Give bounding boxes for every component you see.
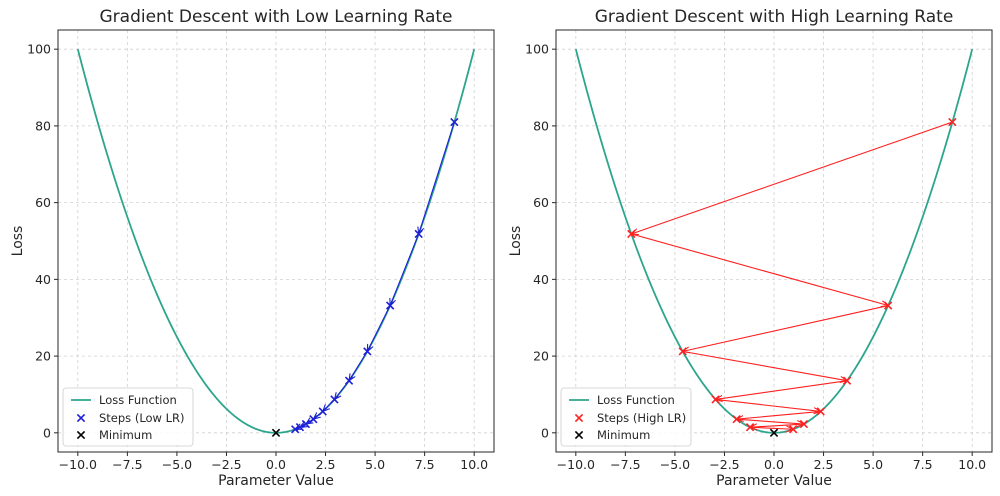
- chart-title: Gradient Descent with High Learning Rate: [595, 7, 954, 27]
- x-tick-label: 5.0: [863, 457, 883, 472]
- y-axis-label: Loss: [508, 226, 524, 257]
- legend-swatch-minimum: [76, 430, 86, 440]
- minimum-point: [271, 428, 281, 437]
- y-tick-label: 40: [35, 272, 51, 287]
- step-point: [842, 376, 852, 385]
- x-tick-label: −10.0: [557, 457, 595, 472]
- x-tick-label: 0.0: [266, 457, 286, 472]
- x-tick-label: −7.5: [112, 457, 142, 472]
- x-axis-label: Parameter Value: [218, 473, 334, 489]
- step-arrow: [737, 410, 821, 419]
- step-arrow: [750, 427, 793, 429]
- step-arrow: [419, 121, 455, 234]
- step-arrow: [367, 305, 391, 352]
- x-tick-label: −7.5: [610, 457, 640, 472]
- step-point: [330, 395, 339, 404]
- minimum-point: [769, 428, 779, 437]
- x-tick-label: 2.5: [316, 457, 336, 472]
- step-point: [344, 376, 354, 385]
- legend-box: [560, 387, 692, 447]
- step-point: [627, 229, 636, 239]
- step-point: [309, 414, 318, 424]
- x-axis-label: Parameter Value: [716, 473, 832, 489]
- legend: Loss Function Steps (High LR) Minimum: [560, 387, 692, 447]
- step-point: [363, 347, 372, 356]
- step-point: [816, 407, 825, 416]
- step-point: [799, 419, 809, 429]
- step-arrow: [736, 418, 804, 424]
- step-point: [301, 419, 311, 429]
- step-arrow: [390, 233, 420, 306]
- y-tick-label: 80: [533, 118, 549, 133]
- y-tick-label: 80: [35, 118, 51, 133]
- step-point: [745, 423, 755, 432]
- x-tick-label: −2.5: [709, 457, 739, 472]
- step-point: [385, 301, 395, 310]
- step-arrow: [683, 304, 889, 352]
- low-lr-chart-panel: −10.0 −7.5 −5.0 −2.5 0.0 2.5 5.0 7.5 10.0 0 20 40 60…: [10, 7, 495, 489]
- legend-label-minimum: Minimum: [99, 428, 152, 442]
- x-tick-label: −5.0: [162, 457, 192, 472]
- y-tick-label: 60: [533, 195, 549, 210]
- y-tick-label: 100: [27, 42, 51, 57]
- step-point: [948, 117, 957, 127]
- legend-box: [62, 387, 194, 447]
- legend-label-minimum: Minimum: [597, 428, 650, 442]
- x-tick-label: 5.0: [365, 457, 385, 472]
- legend-swatch-steps: [574, 413, 584, 423]
- y-tick-label: 0: [541, 425, 549, 440]
- x-tick-label: 7.5: [415, 457, 435, 472]
- step-arrow: [715, 398, 821, 411]
- x-tick-label: −10.0: [59, 457, 97, 472]
- y-tick-label: 100: [525, 42, 549, 57]
- legend-swatch-steps: [76, 413, 86, 423]
- x-tick-label: 10.0: [460, 457, 488, 472]
- step-point: [295, 423, 305, 432]
- step-arrow: [750, 424, 804, 427]
- x-tick-label: 7.5: [913, 457, 933, 472]
- y-tick-label: 40: [533, 272, 549, 287]
- legend-label-loss-function: Loss Function: [597, 393, 675, 407]
- step-point: [711, 395, 720, 404]
- chart-title: Gradient Descent with Low Learning Rate: [100, 7, 453, 27]
- legend: Loss Function Steps (Low LR) Minimum: [62, 387, 194, 447]
- step-arrow: [716, 380, 848, 400]
- high-lr-chart-panel: −10.0 −7.5 −5.0 −2.5 0.0 2.5 5.0 7.5 10.0 0 20 40 60…: [508, 7, 993, 489]
- y-tick-label: 20: [533, 349, 549, 364]
- legend-swatch-minimum: [574, 430, 584, 440]
- step-arrow: [631, 121, 953, 234]
- step-point: [678, 347, 687, 356]
- y-tick-label: 0: [43, 425, 51, 440]
- step-arrow: [349, 351, 368, 380]
- x-tick-label: −5.0: [660, 457, 690, 472]
- step-arrow: [631, 233, 888, 306]
- step-point: [450, 117, 459, 127]
- step-point: [788, 425, 798, 434]
- x-tick-label: 0.0: [764, 457, 784, 472]
- step-arrow: [682, 350, 847, 380]
- step-point: [318, 407, 327, 416]
- legend-label-steps: Steps (Low LR): [99, 411, 185, 425]
- step-point: [732, 414, 741, 424]
- step-point: [883, 301, 893, 310]
- x-tick-label: −2.5: [211, 457, 241, 472]
- step-point: [414, 229, 423, 239]
- x-tick-label: 2.5: [814, 457, 834, 472]
- legend-label-steps: Steps (High LR): [597, 411, 686, 425]
- step-point: [290, 425, 300, 434]
- legend-label-loss-function: Loss Function: [99, 393, 177, 407]
- y-axis-label: Loss: [10, 226, 26, 257]
- x-tick-label: 10.0: [958, 457, 986, 472]
- y-tick-label: 60: [35, 195, 51, 210]
- y-tick-label: 20: [35, 349, 51, 364]
